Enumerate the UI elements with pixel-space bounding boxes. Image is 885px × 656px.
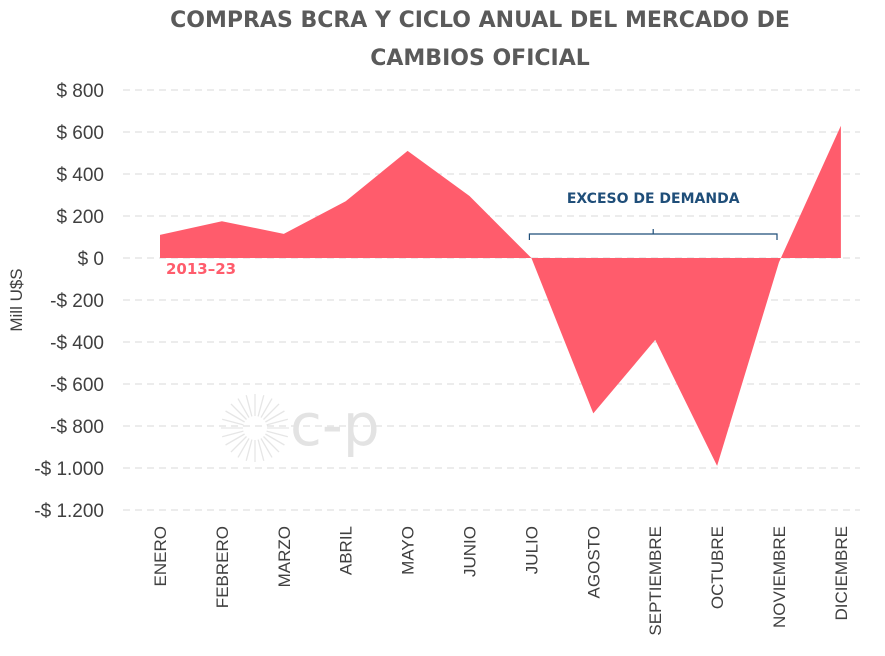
sunburst-icon xyxy=(221,394,289,462)
annotation-brace xyxy=(528,229,778,240)
x-tick-labels: ENERO FEBRERO MARZO ABRIL MAYO JUNIO JULIO AGOS… xyxy=(151,526,851,636)
x-tick-label: MARZO xyxy=(275,526,294,587)
y-tick-label: $ 600 xyxy=(56,123,104,144)
y-tick-label: $ 400 xyxy=(56,165,104,186)
y-tick-label: -$ 400 xyxy=(50,333,104,354)
y-tick-label: $ 0 xyxy=(78,249,104,270)
watermark-text: c-p xyxy=(290,391,380,459)
x-tick-label: OCTUBRE xyxy=(708,526,727,609)
watermark-logo: c-p xyxy=(221,391,380,462)
y-tick-label: $ 200 xyxy=(56,207,104,228)
x-tick-label: ENERO xyxy=(151,526,170,586)
series-label: 2013–23 xyxy=(166,260,236,278)
y-tick-label: -$ 600 xyxy=(50,375,104,396)
y-axis-label: Mill U$S xyxy=(7,268,26,331)
x-tick-label: SEPTIEMBRE xyxy=(646,526,665,636)
series-area xyxy=(160,125,841,466)
y-tick-label: -$ 1.200 xyxy=(34,501,104,522)
y-tick-label: $ 800 xyxy=(56,81,104,102)
y-tick-labels: $ 800 $ 600 $ 400 $ 200 $ 0 -$ 200 -$ 400 -$ 60… xyxy=(34,81,104,522)
data-points xyxy=(159,125,841,466)
chart-title-line-2: CAMBIOS OFICIAL xyxy=(370,46,590,71)
y-tick-label: -$ 1.000 xyxy=(34,459,104,480)
x-tick-label: AGOSTO xyxy=(584,526,603,598)
y-tick-label: -$ 800 xyxy=(50,417,104,438)
x-tick-label: FEBRERO xyxy=(213,526,232,608)
x-tick-label: JULIO xyxy=(522,526,541,574)
x-tick-label: NOVIEMBRE xyxy=(770,526,789,628)
x-tick-label: JUNIO xyxy=(461,526,480,577)
x-tick-label: DICIEMBRE xyxy=(832,526,851,620)
annotation-text: EXCESO DE DEMANDA xyxy=(567,191,740,207)
y-tick-label: -$ 200 xyxy=(50,291,104,312)
chart-title-line-1: COMPRAS BCRA Y CICLO ANUAL DEL MERCADO D… xyxy=(170,8,790,33)
x-tick-label: ABRIL xyxy=(337,526,356,575)
x-tick-label: MAYO xyxy=(399,526,418,575)
exceso-annotation: EXCESO DE DEMANDA xyxy=(528,191,778,240)
